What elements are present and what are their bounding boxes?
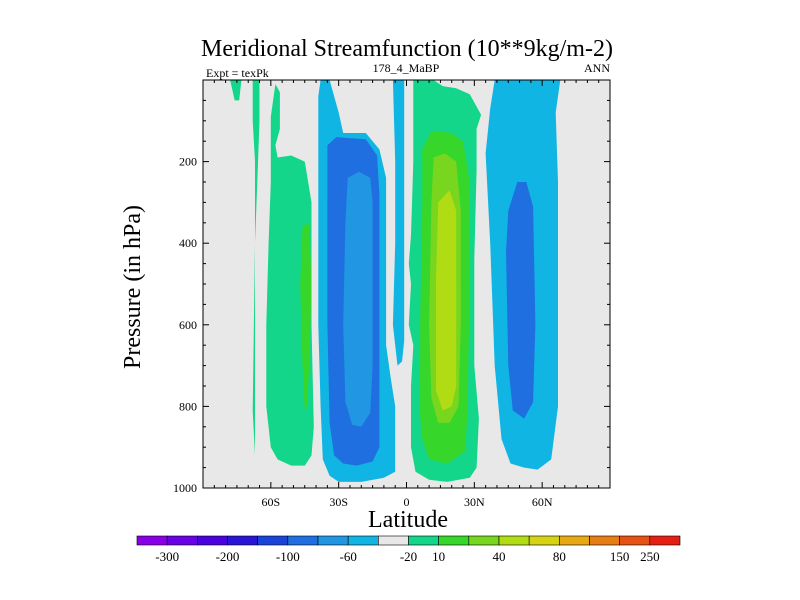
contour-region-7: [343, 171, 373, 427]
colorbar-label: -200: [216, 549, 240, 564]
x-tick-label: 30N: [464, 495, 485, 509]
colorbar-swatch: [468, 535, 500, 546]
right-subtitle: ANN: [584, 61, 610, 75]
y-tick-label: 400: [179, 236, 197, 250]
plot-area: 60S 30S 0 30N 60N 200 400 600 800 1000: [173, 79, 611, 509]
colorbar-swatch: [197, 535, 228, 546]
colorbar-swatch: [347, 535, 379, 546]
colorbar-swatch: [528, 535, 560, 546]
colorbar-label: -20: [400, 549, 417, 564]
chart-title: Meridional Streamfunction (10**9kg/m-2): [201, 36, 613, 62]
colorbar-swatch: [619, 535, 651, 546]
x-tick-label: 30S: [329, 495, 348, 509]
y-axis-label: Pressure (in hPa): [120, 205, 146, 369]
y-tick-label: 800: [179, 399, 197, 413]
colorbar-label: -60: [339, 549, 356, 564]
colorbar-swatch: [438, 535, 470, 546]
colorbar: -300 -200 -100 -60 -20 10 40 80 150 250: [136, 535, 681, 564]
y-tick-label: 200: [179, 155, 197, 169]
contour-region-11: [435, 190, 457, 411]
colorbar-swatch: [166, 535, 198, 546]
colorbar-label: 250: [640, 549, 660, 564]
x-tick-label: 60N: [532, 495, 553, 509]
colorbar-label: -100: [276, 549, 300, 564]
colorbar-label: 10: [432, 549, 445, 564]
contour-regions: [223, 80, 561, 482]
colorbar-label: 150: [610, 549, 630, 564]
x-tick-label: 60S: [261, 495, 280, 509]
axis-ticks: 60S 30S 0 30N 60N 200 400 600 800 1000: [173, 80, 610, 509]
y-tick-label: 600: [179, 318, 197, 332]
y-tick-label: 1000: [173, 481, 197, 495]
colorbar-label: 80: [553, 549, 566, 564]
colorbar-swatch: [589, 535, 620, 546]
contour-region-1: [252, 80, 260, 456]
contour-region-0: [223, 80, 242, 101]
center-subtitle: 178_4_MaBP: [373, 61, 440, 75]
contour-region-13: [506, 182, 536, 419]
colorbar-swatch: [136, 535, 168, 546]
contour-region-3: [300, 222, 312, 411]
contour-region-5: [392, 80, 405, 366]
x-axis-label: Latitude: [368, 507, 448, 533]
colorbar-label: -300: [155, 549, 179, 564]
colorbar-swatch: [227, 535, 258, 546]
x-tick-label: 0: [404, 495, 410, 509]
colorbar-swatch: [559, 535, 590, 546]
colorbar-label: 40: [493, 549, 506, 564]
colorbar-swatch: [317, 535, 349, 546]
colorbar-swatch: [408, 535, 439, 546]
colorbar-swatch: [257, 535, 289, 546]
colorbar-swatch: [649, 535, 681, 546]
left-subtitle: Expt = texPk: [206, 66, 269, 80]
contour-region-2: [266, 84, 314, 466]
colorbar-swatch: [378, 535, 409, 546]
colorbar-swatch: [287, 535, 319, 546]
colorbar-swatch: [498, 535, 530, 546]
